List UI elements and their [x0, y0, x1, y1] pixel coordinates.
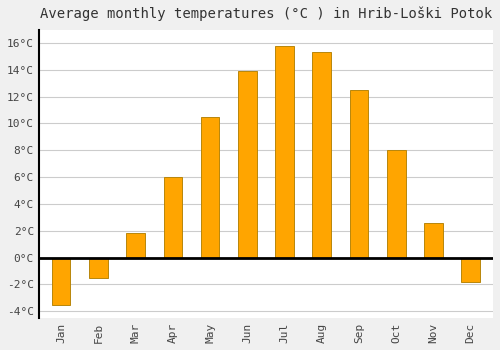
Bar — [89, 258, 108, 278]
Bar — [275, 46, 294, 258]
Bar — [387, 150, 406, 258]
Bar — [312, 52, 331, 258]
Bar — [462, 258, 480, 282]
Bar — [424, 223, 443, 258]
Bar — [238, 71, 256, 258]
Bar — [52, 258, 70, 304]
Bar — [164, 177, 182, 258]
Bar — [201, 117, 220, 258]
Title: Average monthly temperatures (°C ) in Hrib-Loški Potok: Average monthly temperatures (°C ) in Hr… — [40, 7, 492, 21]
Bar — [126, 233, 145, 258]
Bar — [350, 90, 368, 258]
